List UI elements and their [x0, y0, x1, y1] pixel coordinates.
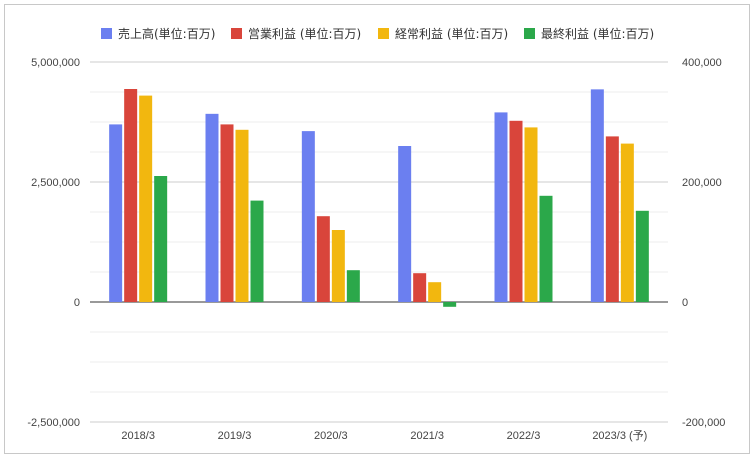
bar [620, 143, 634, 302]
left-axis-tick-label: 0 [74, 297, 80, 309]
bar [590, 89, 604, 302]
left-axis-tick-label: -2,500,000 [27, 417, 80, 429]
bar [346, 270, 360, 302]
category-label: 2018/3 [121, 430, 155, 442]
bar [139, 95, 153, 302]
legend-swatch [101, 28, 112, 39]
category-label: 2023/3 (予) [592, 429, 647, 442]
bar [539, 195, 553, 302]
legend-swatch [231, 28, 242, 39]
legend-label: 売上高(単位:百万) [118, 26, 215, 41]
right-axis-tick-label: 400,000 [682, 57, 722, 69]
left-axis-tick-label: 5,000,000 [31, 57, 80, 69]
right-axis-tick-label: 0 [682, 297, 688, 309]
legend-label: 営業利益 (単位:百万) [248, 26, 361, 41]
bar [524, 127, 538, 303]
legend-swatch [524, 28, 535, 39]
category-label: 2020/3 [314, 430, 348, 442]
bar [205, 113, 219, 302]
bar [316, 216, 330, 302]
bar [154, 176, 168, 302]
left-axis-tick-label: 2,500,000 [31, 177, 80, 189]
bar [331, 230, 345, 302]
right-axis-tick-label: 200,000 [682, 177, 722, 189]
bar [235, 129, 249, 302]
right-axis-tick-label: -200,000 [682, 417, 725, 429]
bar [250, 200, 264, 302]
bar [494, 112, 508, 303]
bar [443, 302, 457, 307]
category-label: 2021/3 [410, 430, 444, 442]
category-label: 2022/3 [507, 430, 541, 442]
bar [635, 210, 649, 302]
bar [220, 124, 234, 303]
bar [301, 131, 315, 302]
bar [413, 273, 427, 302]
legend-swatch [378, 28, 389, 39]
legend-label: 経常利益 (単位:百万) [395, 26, 508, 41]
bar [605, 136, 619, 302]
legend-label: 最終利益 (単位:百万) [541, 26, 654, 41]
bar [509, 120, 523, 302]
bar [124, 89, 138, 302]
bar [428, 282, 442, 302]
bar [109, 124, 123, 303]
category-label: 2019/3 [218, 430, 252, 442]
bar [398, 146, 412, 302]
